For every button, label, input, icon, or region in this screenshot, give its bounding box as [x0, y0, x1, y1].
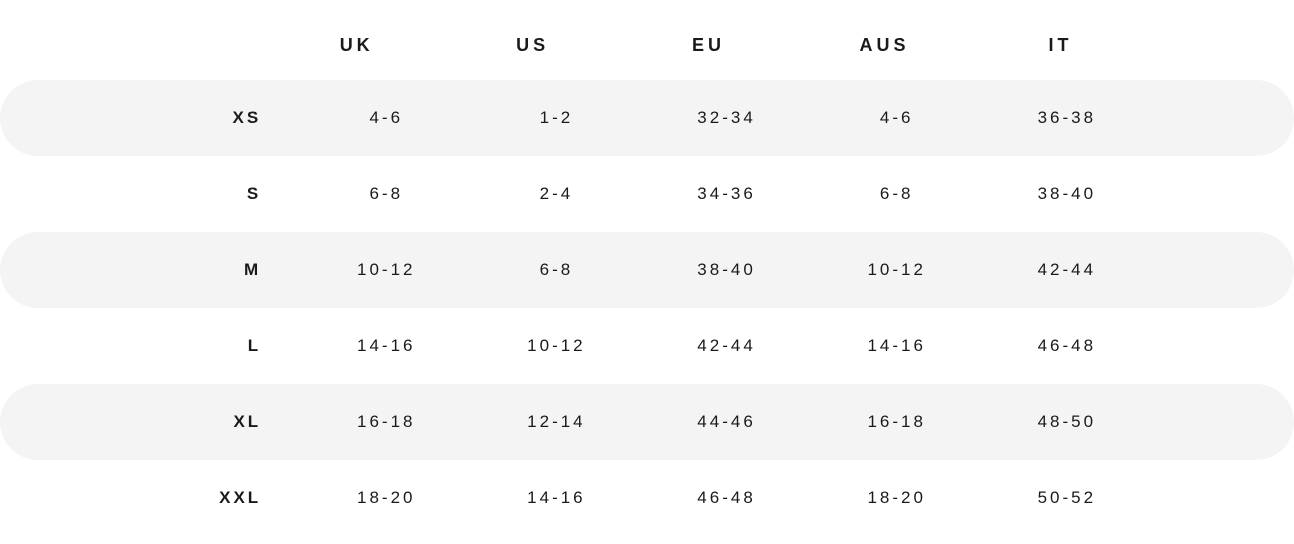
cell-value: 1-2	[471, 108, 641, 128]
size-label-xs: XS	[40, 108, 301, 128]
cell-value: 32-34	[641, 108, 811, 128]
cell-value: 36-38	[982, 108, 1152, 128]
cell-value: 12-14	[471, 412, 641, 432]
table-header-row: UK US EU AUS IT	[0, 10, 1294, 80]
cell-value: 14-16	[812, 336, 982, 356]
column-header-us: US	[445, 35, 621, 56]
cell-value: 10-12	[471, 336, 641, 356]
cell-value: 4-6	[812, 108, 982, 128]
cell-value: 10-12	[812, 260, 982, 280]
cell-value: 14-16	[301, 336, 471, 356]
size-label-s: S	[40, 184, 301, 204]
cell-value: 50-52	[982, 488, 1152, 508]
column-header-uk: UK	[269, 35, 445, 56]
table-row: S 6-8 2-4 34-36 6-8 38-40	[0, 156, 1294, 232]
cell-value: 46-48	[982, 336, 1152, 356]
column-header-it: IT	[972, 35, 1148, 56]
cell-value: 48-50	[982, 412, 1152, 432]
column-header-eu: EU	[621, 35, 797, 56]
cell-value: 6-8	[301, 184, 471, 204]
cell-value: 18-20	[301, 488, 471, 508]
size-conversion-table: UK US EU AUS IT XS 4-6 1-2 32-34 4-6 36-…	[0, 10, 1294, 536]
cell-value: 34-36	[641, 184, 811, 204]
cell-value: 38-40	[641, 260, 811, 280]
cell-value: 4-6	[301, 108, 471, 128]
table-row: XXL 18-20 14-16 46-48 18-20 50-52	[0, 460, 1294, 536]
cell-value: 44-46	[641, 412, 811, 432]
size-label-l: L	[40, 336, 301, 356]
cell-value: 42-44	[982, 260, 1152, 280]
cell-value: 6-8	[471, 260, 641, 280]
size-label-xxl: XXL	[40, 488, 301, 508]
column-header-aus: AUS	[797, 35, 973, 56]
cell-value: 2-4	[471, 184, 641, 204]
cell-value: 46-48	[641, 488, 811, 508]
cell-value: 42-44	[641, 336, 811, 356]
table-row: XS 4-6 1-2 32-34 4-6 36-38	[0, 80, 1294, 156]
cell-value: 18-20	[812, 488, 982, 508]
cell-value: 16-18	[812, 412, 982, 432]
table-row: L 14-16 10-12 42-44 14-16 46-48	[0, 308, 1294, 384]
cell-value: 14-16	[471, 488, 641, 508]
cell-value: 38-40	[982, 184, 1152, 204]
size-label-m: M	[40, 260, 301, 280]
size-label-xl: XL	[40, 412, 301, 432]
table-row: M 10-12 6-8 38-40 10-12 42-44	[0, 232, 1294, 308]
cell-value: 10-12	[301, 260, 471, 280]
table-row: XL 16-18 12-14 44-46 16-18 48-50	[0, 384, 1294, 460]
cell-value: 6-8	[812, 184, 982, 204]
cell-value: 16-18	[301, 412, 471, 432]
